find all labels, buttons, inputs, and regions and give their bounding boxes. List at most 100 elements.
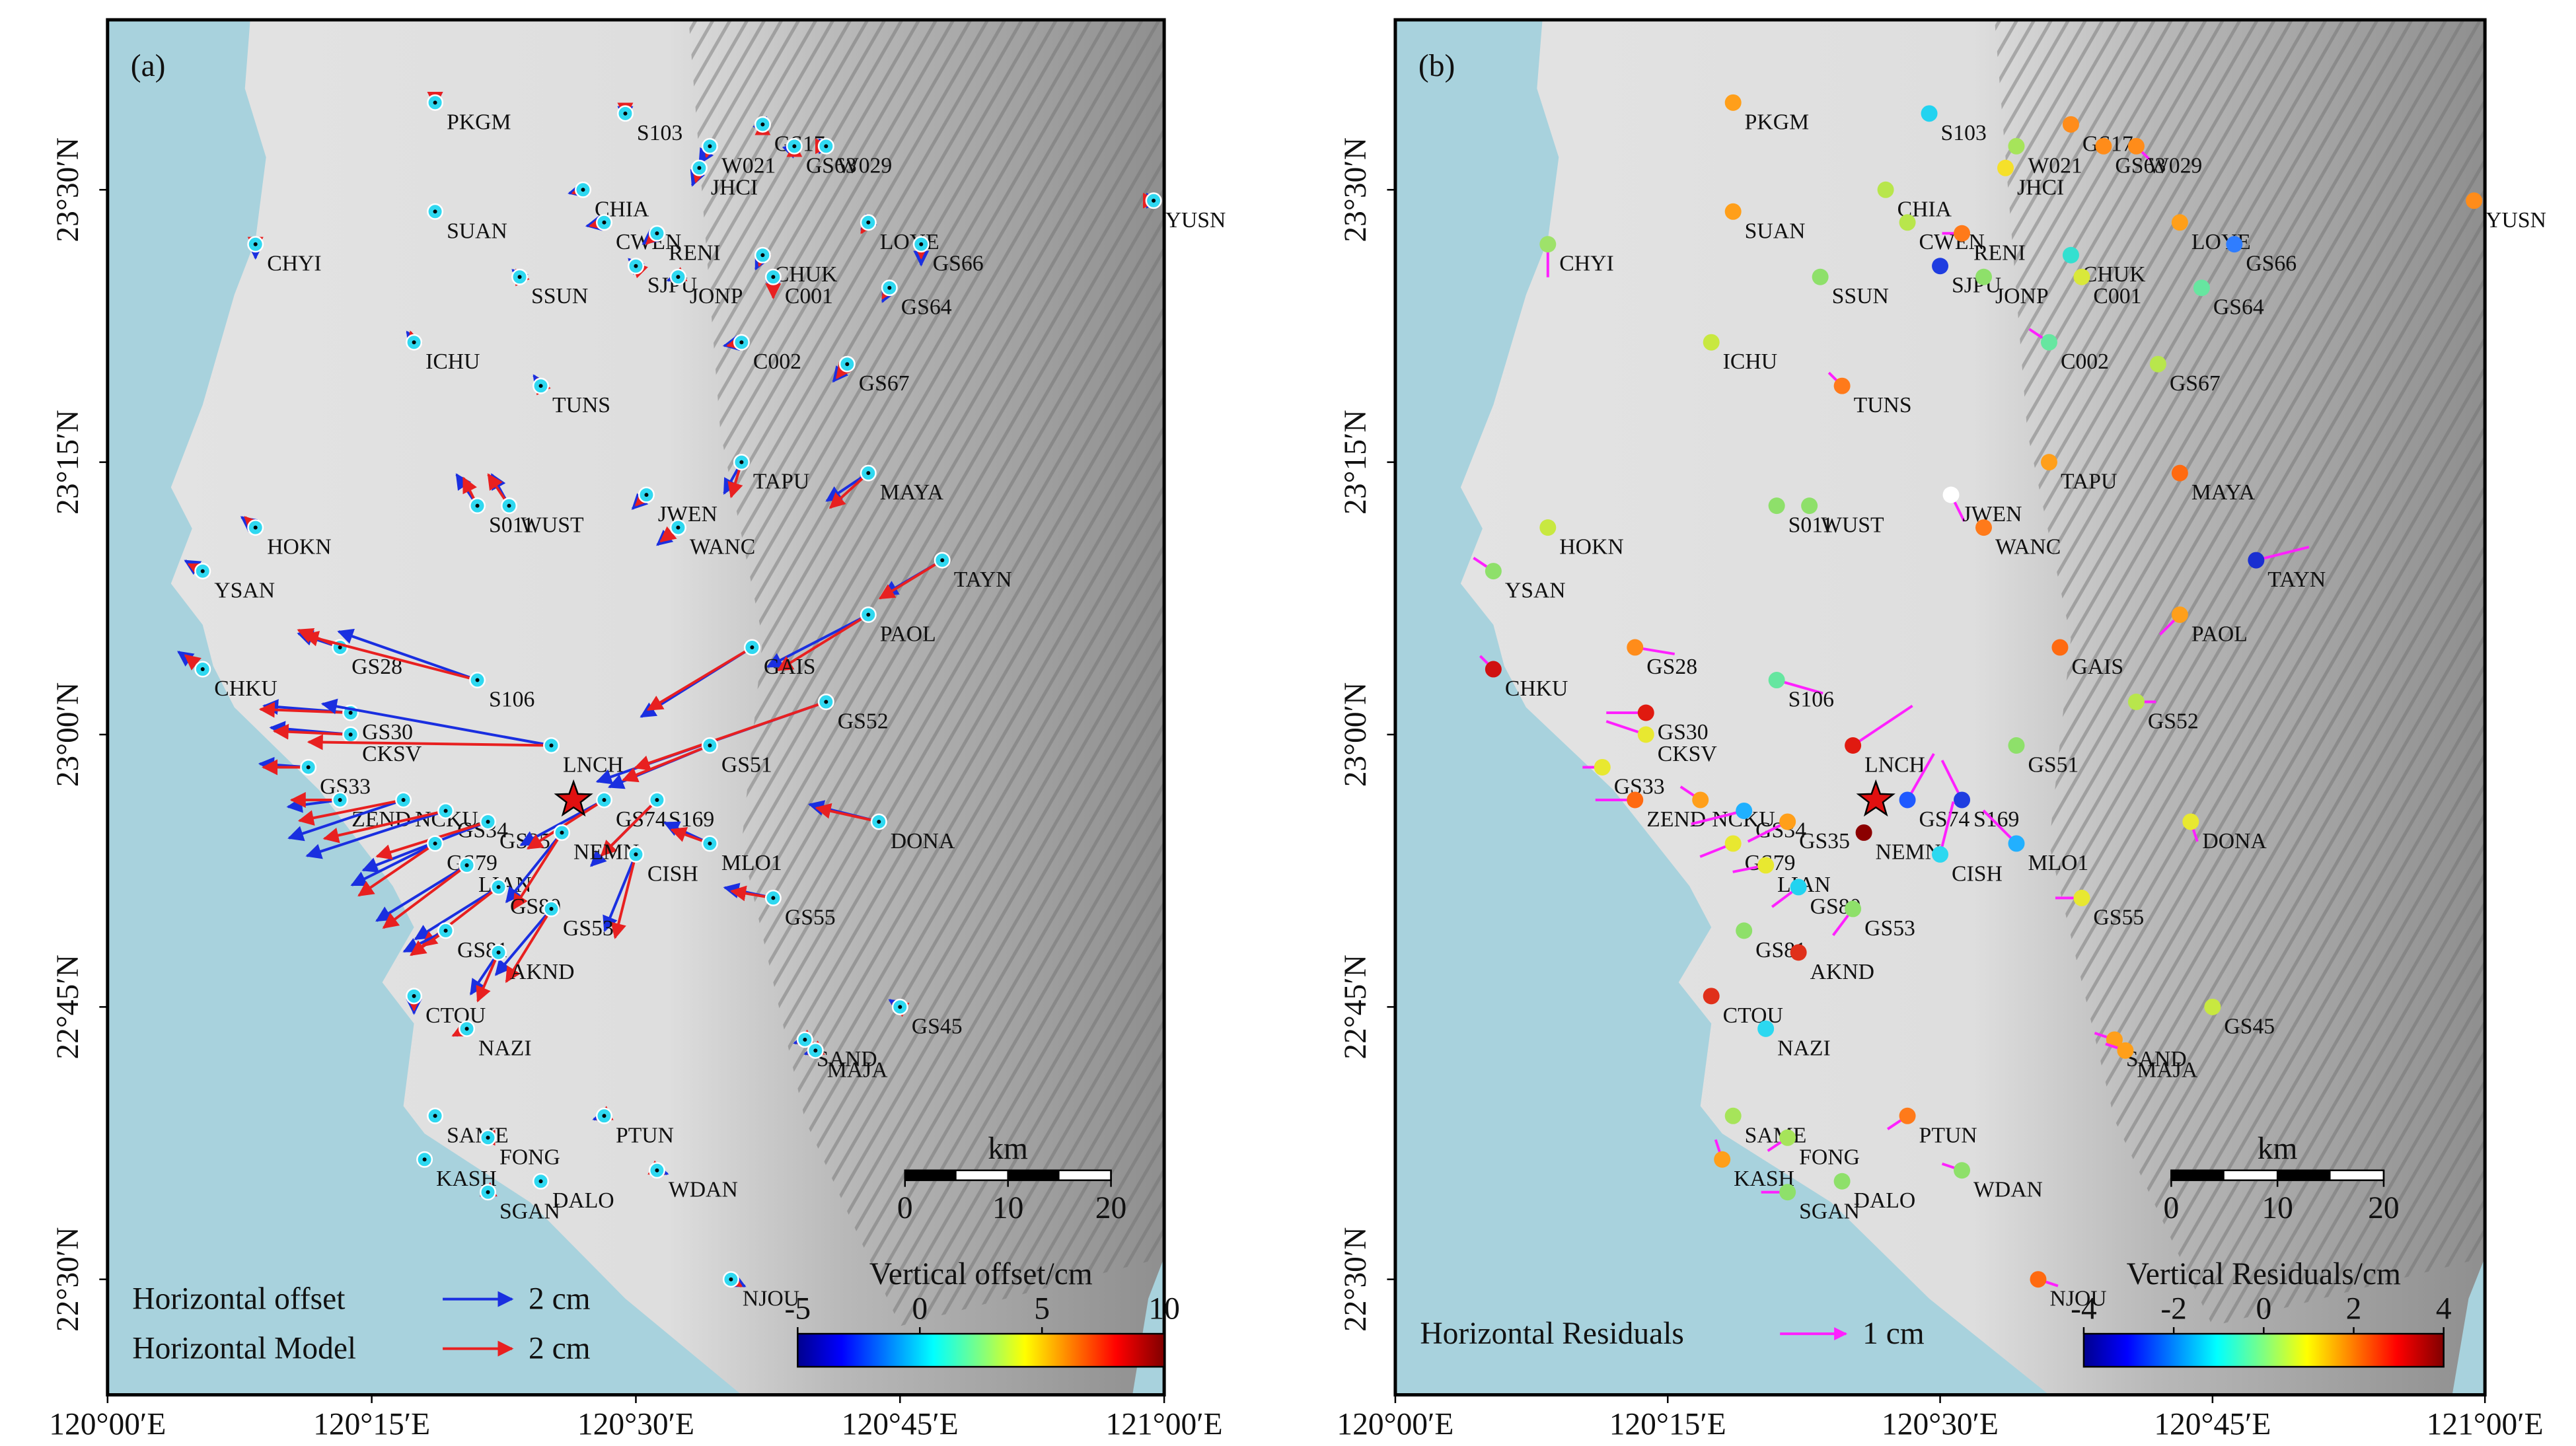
y-tick-label: 23°30′N [1339, 137, 1373, 242]
station-label: DONA [2202, 829, 2267, 853]
station-label: GS63 [806, 153, 857, 178]
legend-text: Horizontal offset [132, 1282, 345, 1317]
station-label: CKSV [362, 742, 422, 766]
station [2062, 116, 2079, 133]
residual-vector [1852, 704, 1913, 747]
station-dot [824, 144, 828, 149]
station-dot [549, 743, 554, 748]
scalebar-tick-label: 20 [2368, 1191, 2399, 1225]
station-dot [750, 645, 754, 650]
station-label: GS53 [1864, 916, 1915, 941]
station-dot [644, 493, 649, 497]
station [1757, 857, 1775, 874]
scalebar-unit: km [988, 1132, 1028, 1166]
station-label: LNCH [1864, 752, 1925, 777]
scalebar-fill [1008, 1170, 1060, 1180]
offset-vector [634, 700, 827, 771]
station-dot [517, 275, 522, 279]
station-label: JWEN [1963, 502, 2022, 526]
station-label: RENI [669, 240, 721, 265]
station [1975, 519, 1993, 536]
station-label: GS63 [2115, 153, 2166, 178]
station [1790, 944, 1807, 961]
station-dot [866, 220, 871, 225]
offset-vector [322, 809, 447, 844]
station [1703, 988, 1720, 1005]
station [2127, 137, 2145, 155]
offset-vector [382, 864, 468, 929]
station-dot [412, 340, 416, 345]
station-dot [338, 645, 342, 650]
station-label: GS67 [2170, 371, 2221, 396]
y-tick-label: 23°30′N [51, 137, 85, 242]
offset-vector [337, 628, 478, 682]
station-dot [560, 830, 564, 835]
colorbar-tick-label: 0 [912, 1292, 928, 1326]
station [2040, 454, 2057, 471]
station-label: DALO [1854, 1188, 1916, 1213]
residual-vector [1906, 753, 1935, 801]
x-tick-label: 120°45′E [842, 1408, 959, 1442]
station-dot [697, 166, 702, 170]
colorbar-tick-label: -5 [785, 1292, 811, 1326]
station-label: GS52 [2148, 709, 2199, 733]
station-dot [792, 144, 797, 149]
station [2204, 998, 2221, 1015]
station [1768, 672, 1785, 689]
station-label: GAIS [764, 655, 816, 679]
station [1942, 486, 1960, 503]
colorbar-tick-label: 5 [1034, 1292, 1050, 1326]
station [1932, 258, 1949, 275]
station-label: PAOL [880, 622, 936, 647]
colorbar-tick-label: -4 [2071, 1292, 2097, 1326]
station-label: LOYE [880, 230, 939, 254]
colorbar-tick-label: 2 [2346, 1292, 2362, 1326]
offset-vector [512, 832, 564, 910]
scalebar-tick-label: 0 [2164, 1191, 2180, 1225]
station-label: WUST [521, 513, 584, 538]
station-dot [708, 743, 712, 748]
map-panel: 120°00′E 120°15′E 120°30′E 120°45′E 121°00′E… [49, 18, 1226, 1442]
station-label: NEMN [1876, 840, 1941, 864]
station-label: SUAN [1745, 219, 1806, 243]
y-tick-label: 22°45′N [51, 955, 85, 1060]
station-label: MAYA [2191, 480, 2256, 505]
residual-vector [2256, 546, 2310, 562]
scalebar-tick-label: 10 [2262, 1191, 2293, 1225]
station [2051, 639, 2069, 656]
station-dot [348, 711, 353, 715]
station [1845, 737, 1862, 754]
legend-text: Horizontal Residuals [1420, 1317, 1683, 1351]
station-label: TAPU [753, 470, 809, 494]
station [1779, 1184, 1796, 1201]
station-dot [306, 765, 311, 770]
station-dot [729, 1277, 733, 1282]
epicenter [554, 779, 593, 817]
station-label: S011 [1788, 513, 1833, 538]
station [1855, 824, 1872, 841]
x-tick-label: 120°00′E [1337, 1408, 1454, 1442]
station-dot [253, 525, 258, 530]
station-label: JONP [1995, 284, 2049, 308]
station-label: GS51 [2028, 752, 2079, 777]
station-dot [771, 275, 776, 279]
epicenter [1856, 779, 1895, 817]
station-label: CISH [1952, 861, 2003, 886]
station-label: GS52 [838, 709, 889, 733]
offset-vector [527, 799, 605, 850]
offset-vector [320, 698, 552, 747]
station-dot [760, 122, 765, 127]
station-dot [634, 852, 638, 857]
offset-vector [610, 853, 638, 939]
y-tick-label: 23°15′N [51, 410, 85, 515]
station-label: GS35 [1799, 829, 1850, 853]
station-label: C002 [753, 349, 801, 374]
station [1724, 94, 1742, 111]
station-label: JHCI [2017, 175, 2064, 199]
station-label: CTOU [1723, 1003, 1783, 1028]
station [1877, 181, 1894, 198]
station-dot [676, 275, 681, 279]
station [1997, 159, 2014, 176]
x-tick-label: 120°00′E [49, 1408, 166, 1442]
